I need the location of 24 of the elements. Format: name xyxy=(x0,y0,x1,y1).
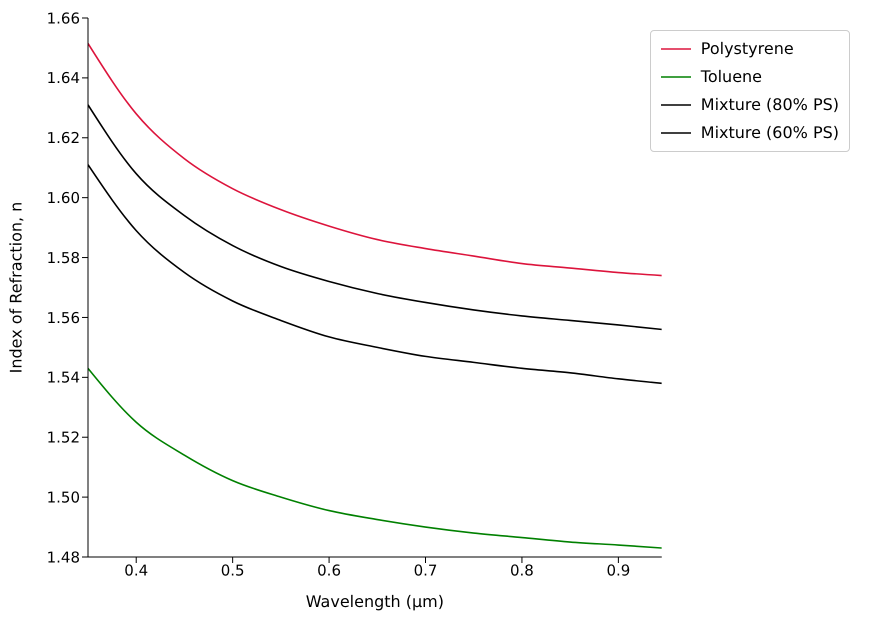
y-tick-label: 1.62 xyxy=(46,129,80,148)
y-tick-label: 1.54 xyxy=(46,368,80,387)
y-tick-label: 1.64 xyxy=(46,69,80,88)
x-axis-title: Wavelength (μm) xyxy=(306,592,444,611)
legend-label: Toluene xyxy=(700,66,762,88)
line-series xyxy=(88,42,662,276)
legend-label: Mixture (60% PS) xyxy=(700,122,839,144)
y-tick-label: 1.50 xyxy=(46,488,80,506)
x-tick-label: 0.7 xyxy=(414,562,438,580)
x-tick-label: 0.8 xyxy=(510,562,534,580)
y-tick-label: 1.58 xyxy=(46,248,80,267)
x-tick-label: 0.4 xyxy=(124,562,148,580)
x-tick-label: 0.5 xyxy=(220,562,245,580)
y-tick-label: 1.56 xyxy=(46,308,80,327)
y-tick-label: 1.66 xyxy=(46,9,80,28)
line-series xyxy=(88,368,662,549)
legend-label: Polystyrene xyxy=(700,38,794,60)
y-axis-title: Index of Refraction, n xyxy=(6,202,26,374)
legend-label: Mixture (80% PS) xyxy=(700,94,839,116)
y-tick-label: 1.52 xyxy=(46,428,80,447)
x-tick-label: 0.6 xyxy=(317,562,342,580)
x-tick-label: 0.9 xyxy=(606,562,630,580)
y-tick-label: 1.48 xyxy=(46,548,80,566)
y-tick-label: 1.60 xyxy=(46,188,80,207)
